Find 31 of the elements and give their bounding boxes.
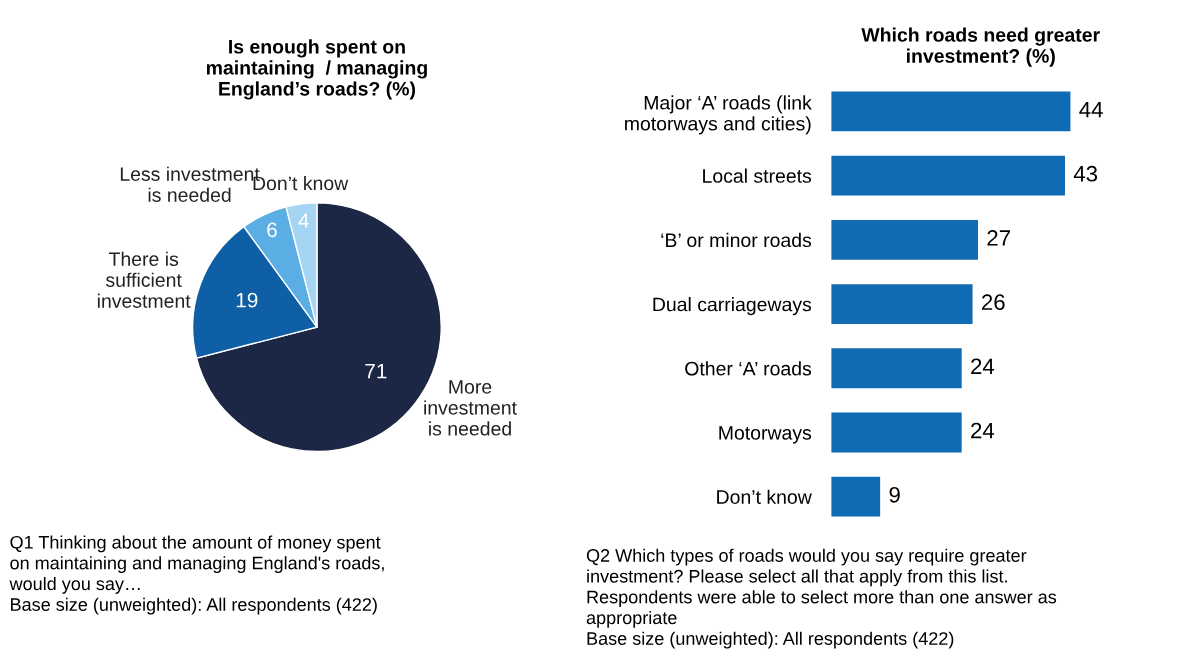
data-label: 43 [1073, 165, 1098, 182]
bar [831, 284, 973, 324]
bar [831, 412, 962, 453]
data-label: 4 [298, 213, 309, 228]
bar [831, 348, 962, 389]
text: Q1 Thinking about the amount of money spent on maintaining and managing England's roads, would you say… Base size (unweighted): All respondents (422) [9, 535, 384, 615]
chart-title: Which roads need greater investment? (%) [861, 27, 1100, 67]
data-label: 19 [236, 292, 258, 308]
y-tick-label: Local streets [703, 168, 812, 183]
y-tick-label: Other ‘A’ roads [685, 361, 812, 376]
data-label: 26 [982, 294, 1005, 311]
data-label: 24 [971, 358, 995, 375]
data-label: 24 [971, 422, 995, 439]
bar [831, 476, 881, 517]
y-tick-label: Don’t know [717, 489, 812, 504]
text: Q2 Which types of roads would you say require greater investment? Please select all that apply from this list. Respondents were able to select more than one answer as appropriate Base size (unweighted): All respondents (422) [586, 548, 1057, 649]
bar [831, 91, 1071, 132]
slice-label: More investment is needed [424, 380, 517, 436]
y-tick-label: Motorways [719, 426, 812, 444]
data-label: 9 [889, 486, 900, 503]
y-tick-label: ‘B’ or minor roads [661, 232, 812, 248]
chart-title: Is enough spent on maintaining / managing England’s roads? (%) [206, 39, 427, 100]
y-tick-label: Major ‘A’ roads (link motorways and cities) [625, 95, 812, 135]
slice-label: There is sufficient investment [97, 251, 191, 308]
data-label: 71 [365, 363, 387, 379]
data-label: 6 [267, 222, 277, 238]
data-label: 44 [1079, 101, 1103, 118]
y-tick-label: Dual carriageways [653, 297, 812, 316]
bar [831, 219, 978, 260]
data-label: 27 [987, 230, 1010, 246]
bar [831, 155, 1065, 196]
